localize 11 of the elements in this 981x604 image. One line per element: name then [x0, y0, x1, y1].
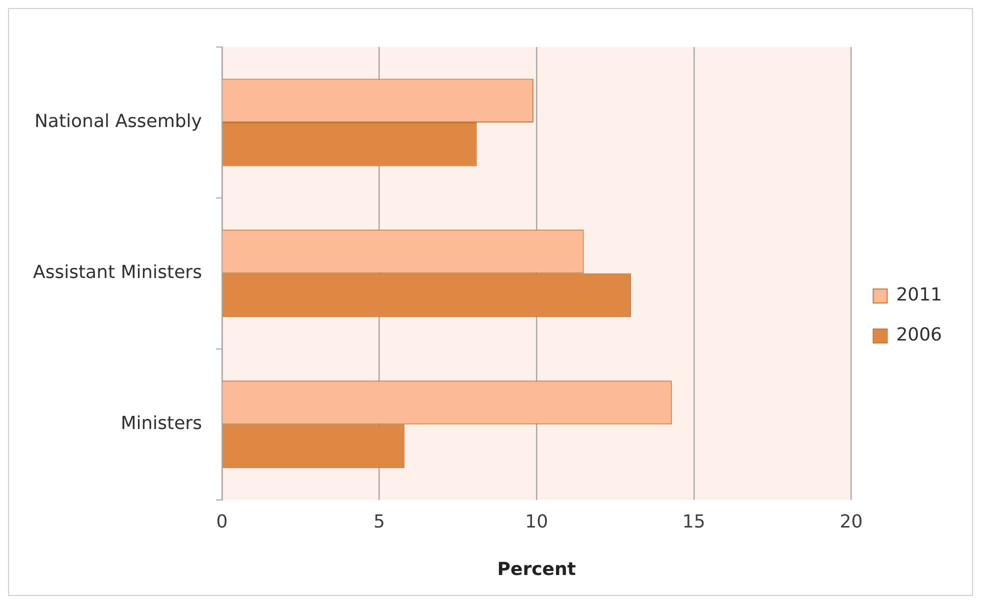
- x-tick-label: 15: [682, 511, 706, 532]
- legend-label: 2006: [896, 324, 942, 346]
- x-axis-title: Percent: [497, 558, 576, 580]
- y-tick-label: Assistant Ministers: [33, 262, 202, 284]
- y-tick-label: Ministers: [120, 413, 202, 434]
- x-tick-label: 0: [216, 511, 228, 532]
- y-tick-label: National Assembly: [34, 111, 202, 132]
- x-tick-label: 20: [840, 511, 863, 532]
- legend-label: 2011: [896, 284, 942, 306]
- x-tick-label: 10: [525, 511, 548, 532]
- x-tick-label: 5: [374, 511, 385, 532]
